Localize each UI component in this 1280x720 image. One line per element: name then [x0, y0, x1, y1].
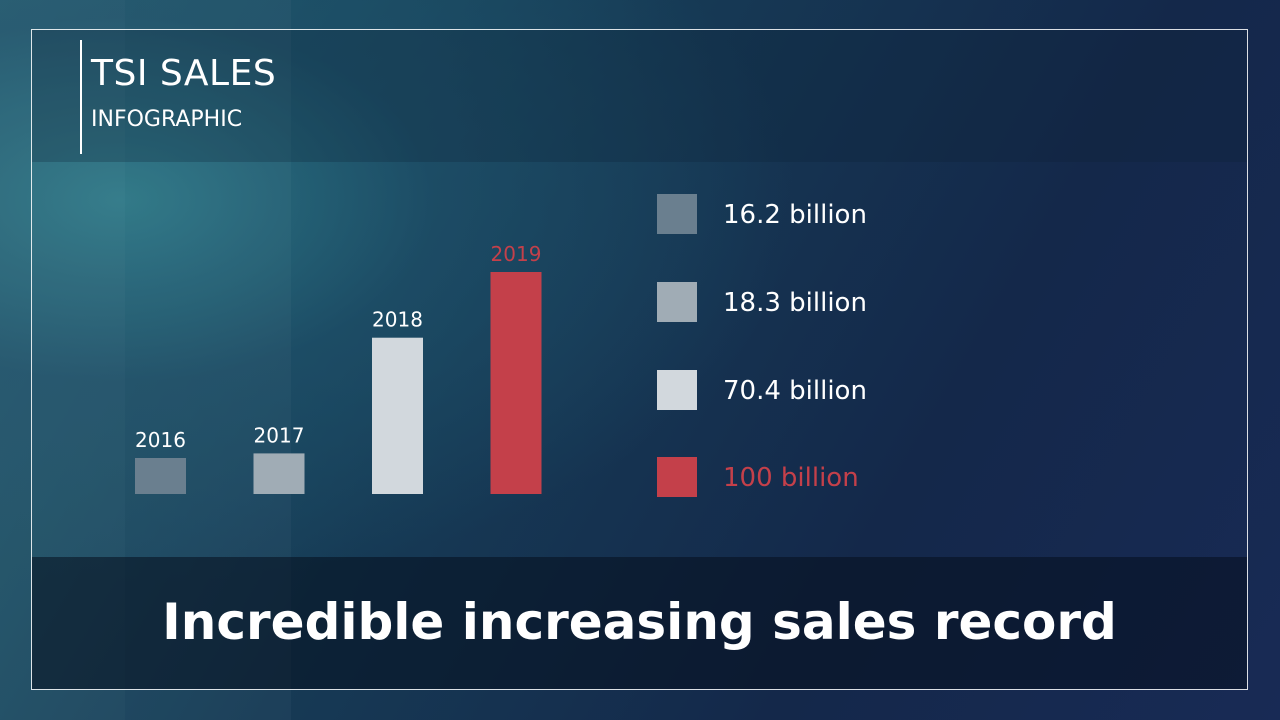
bar-2019 [490, 272, 542, 494]
header-band [32, 30, 1247, 162]
bar-label-2016: 2016 [135, 428, 186, 452]
bar-2016 [135, 458, 186, 494]
footer-band [32, 557, 1247, 689]
title-rule [80, 40, 82, 154]
legend-label-2019: 100 billion [723, 463, 859, 493]
caption: Incredible increasing sales record [162, 593, 1117, 651]
bar-2017 [253, 453, 305, 494]
legend-label-2018: 70.4 billion [723, 376, 867, 406]
page-title: TSI SALES [91, 53, 277, 94]
legend-swatch-2018 [657, 370, 697, 410]
bar-label-2019: 2019 [491, 242, 542, 266]
bar-2018 [372, 337, 423, 494]
legend-item-2019: 100 billion [657, 457, 957, 497]
legend-swatch-2016 [657, 194, 697, 234]
legend-label-2016: 16.2 billion [723, 200, 867, 230]
bar-label-2017: 2017 [254, 423, 305, 447]
bar-label-2018: 2018 [372, 308, 423, 332]
legend-swatch-2019 [657, 457, 697, 497]
legend-item-2018: 70.4 billion [657, 370, 957, 410]
page-subtitle: INFOGRAPHIC [91, 107, 243, 132]
legend-label-2017: 18.3 billion [723, 288, 867, 318]
legend-item-2017: 18.3 billion [657, 282, 957, 322]
legend-swatch-2017 [657, 282, 697, 322]
legend-item-2016: 16.2 billion [657, 194, 957, 234]
frame-border [31, 29, 1248, 690]
